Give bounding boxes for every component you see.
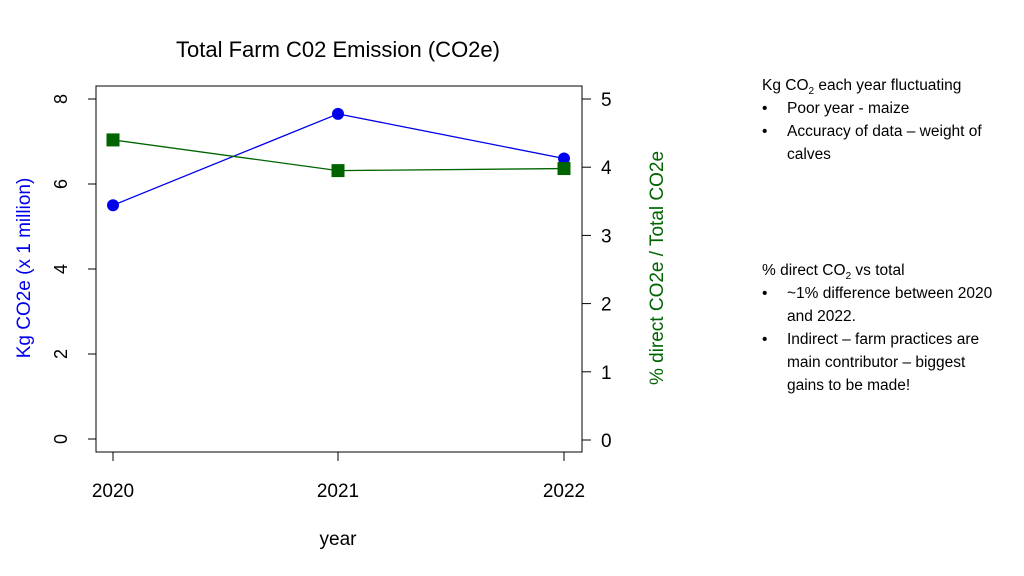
list-item: ~1% difference between 2020 and 2022.: [762, 282, 1002, 328]
list-item: Poor year - maize: [762, 97, 1002, 120]
list-item: Accuracy of data – weight of calves: [762, 120, 1002, 166]
right-tick-label: 4: [601, 158, 612, 179]
data-point-right: [106, 133, 120, 147]
right-y-axis-label: % direct CO2e / Total CO2e: [647, 151, 668, 385]
data-point-right: [557, 162, 571, 176]
x-tick-label: 2022: [543, 481, 585, 502]
notes-direct-co2-heading: % direct CO2 vs total: [762, 262, 905, 283]
right-tick-label: 3: [601, 226, 612, 247]
right-tick-label: 5: [601, 90, 612, 111]
list-item: Indirect – farm practices are main contr…: [762, 328, 1002, 397]
notes-direct-co2-list: ~1% difference between 2020 and 2022. In…: [762, 282, 1002, 397]
notes-kg-co2-list: Poor year - maize Accuracy of data – wei…: [762, 97, 1002, 166]
left-tick-label: 2: [51, 349, 71, 359]
left-tick-label: 0: [51, 434, 71, 444]
left-tick-label: 4: [51, 264, 71, 274]
left-y-axis-label: Kg CO2e (x 1 million): [14, 178, 35, 359]
x-axis: 2020 2021 2022: [92, 451, 585, 502]
x-axis-label: year: [320, 529, 358, 550]
left-tick-label: 8: [51, 94, 71, 104]
x-tick-label: 2021: [317, 481, 359, 502]
data-point-left: [107, 199, 119, 212]
left-tick-label: 6: [51, 179, 71, 189]
data-point-left: [332, 107, 344, 120]
notes-direct-co2: % direct CO2 vs total ~1% difference bet…: [762, 259, 1002, 397]
emissions-chart: Total Farm C02 Emission (CO2e) 0 2 4 6 8 0 1 2…: [14, 37, 668, 550]
series-layer: [106, 107, 571, 212]
right-y-axis: 0 1 2 3 4 5: [581, 90, 612, 452]
right-tick-label: 0: [601, 431, 612, 452]
data-point-right: [331, 164, 345, 178]
right-tick-label: 2: [601, 295, 612, 316]
data-point-left: [558, 152, 570, 165]
plot-frame: [95, 85, 583, 453]
notes-kg-co2: Kg CO2 each year fluctuating Poor year -…: [762, 74, 1002, 166]
notes-kg-co2-heading: Kg CO2 each year fluctuating: [762, 77, 962, 98]
x-tick-label: 2020: [92, 481, 134, 502]
right-tick-label: 1: [601, 363, 612, 384]
chart-title: Total Farm C02 Emission (CO2e): [176, 37, 500, 62]
left-y-axis: 0 2 4 6 8: [51, 94, 97, 444]
series-line-left: [112, 113, 565, 206]
